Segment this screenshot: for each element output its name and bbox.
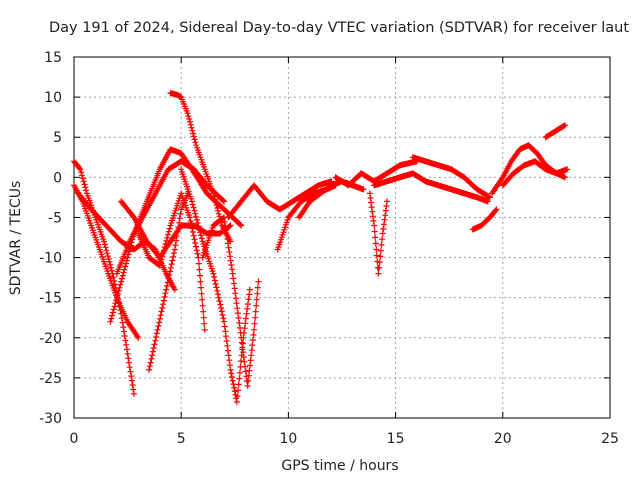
series-markers xyxy=(167,90,234,245)
series-markers xyxy=(499,158,568,189)
series-arc9 xyxy=(167,90,234,245)
y-tick-label: -30 xyxy=(39,411,62,427)
x-axis-label: GPS time / hours xyxy=(281,458,398,474)
series-markers xyxy=(199,214,262,389)
series-arc17 xyxy=(371,170,491,205)
series-markers xyxy=(366,190,390,277)
y-tick-label: -5 xyxy=(48,210,62,226)
series-markers xyxy=(135,190,208,333)
series-markers xyxy=(409,154,493,201)
grid-lines xyxy=(74,57,610,418)
series-markers xyxy=(469,206,500,233)
series-arc18 xyxy=(409,154,493,201)
y-tick-label: 5 xyxy=(53,130,62,146)
y-tick-label: 10 xyxy=(44,90,62,106)
x-tick-label: 5 xyxy=(177,431,186,447)
y-tick-label: -25 xyxy=(39,371,62,387)
series-arc8 xyxy=(146,190,191,373)
series-arc11 xyxy=(199,214,262,389)
series-arc12 xyxy=(225,178,335,221)
series-arc16 xyxy=(366,190,390,277)
series-arc15 xyxy=(332,158,420,189)
series-arc7 xyxy=(135,190,208,333)
y-tick-label: -15 xyxy=(39,291,62,307)
series-markers xyxy=(146,190,191,373)
series-arc19 xyxy=(469,206,500,233)
x-tick-label: 20 xyxy=(494,431,512,447)
y-tick-label: -20 xyxy=(39,331,62,347)
series-markers xyxy=(371,170,491,205)
series-arc22 xyxy=(542,122,568,141)
plot-frame xyxy=(73,56,611,419)
y-axis-label: SDTVAR / TECUs xyxy=(8,181,24,296)
series-markers xyxy=(542,122,568,141)
series-markers xyxy=(225,178,335,221)
x-tick-label: 10 xyxy=(279,431,297,447)
x-tick-label: 25 xyxy=(601,431,619,447)
tick-marks: 0 5 10 15 20 25 15 10 5 0 -5 -10 -15 -20 -25 -30 xyxy=(39,50,619,447)
x-tick-label: 15 xyxy=(387,431,405,447)
x-tick-label: 0 xyxy=(70,431,79,447)
chart-title: Day 191 of 2024, Sidereal Day-to-day VTE… xyxy=(49,20,629,36)
y-tick-label: 0 xyxy=(53,170,62,186)
y-tick-label: 15 xyxy=(44,50,62,66)
series-arc21 xyxy=(499,158,568,189)
y-tick-label: -10 xyxy=(39,251,62,267)
data-series xyxy=(71,90,571,405)
series-markers xyxy=(332,158,420,189)
